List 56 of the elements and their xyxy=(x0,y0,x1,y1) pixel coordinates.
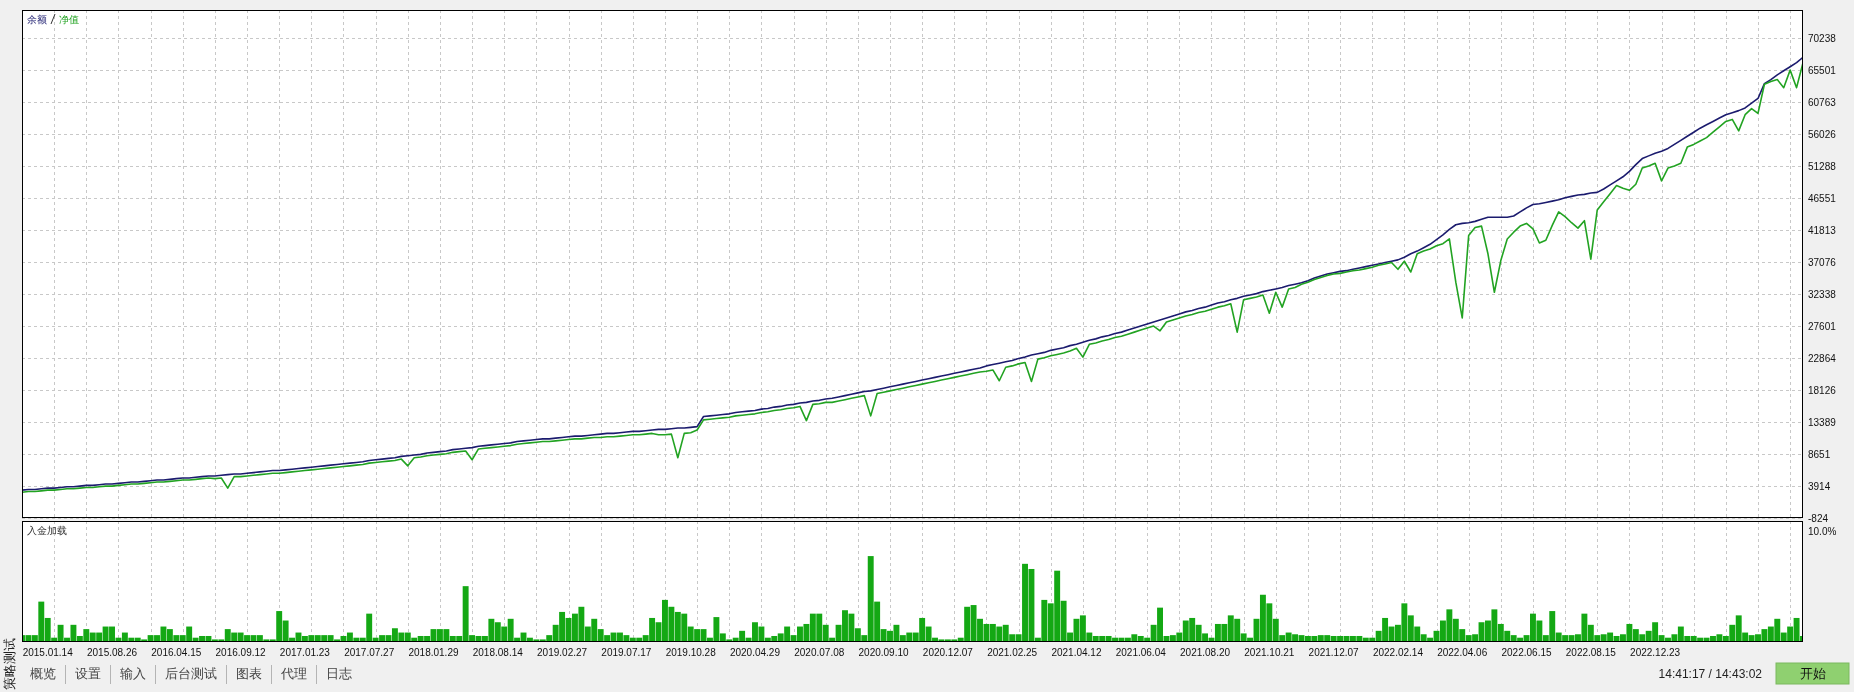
x-tick-label: 2021.12.07 xyxy=(1308,647,1360,658)
y-tick-label: 65501 xyxy=(1808,64,1837,76)
y-tick-label: 56026 xyxy=(1808,128,1837,140)
text: 代理 xyxy=(280,666,307,681)
text: 设置 xyxy=(75,666,101,681)
x-tick-label: 2022.08.15 xyxy=(1565,647,1617,658)
x-tick-label: 2015.01.14 xyxy=(22,647,74,658)
x-tick-label: 2015.08.26 xyxy=(86,647,138,658)
text: 10.0% xyxy=(1808,525,1837,537)
x-tick-label: 2018.08.14 xyxy=(472,647,524,658)
x-tick-label: 2022.06.15 xyxy=(1501,647,1552,658)
y-tick-label: 37076 xyxy=(1808,256,1837,268)
x-tick-label: 2016.04.15 xyxy=(151,647,202,658)
text: 概览 xyxy=(30,666,56,681)
x-tick-label: 2017.07.27 xyxy=(344,647,395,658)
y-tick-label: -824 xyxy=(1808,512,1829,524)
x-tick-label: 2016.09.12 xyxy=(215,647,267,658)
x-tick-label: 2022.02.14 xyxy=(1372,647,1424,658)
y-tick-label: 3914 xyxy=(1808,480,1831,492)
y-tick-label: 8651 xyxy=(1808,448,1831,460)
text: 策略测试 xyxy=(2,638,17,690)
text: 净值 xyxy=(59,14,79,25)
y-tick-label: 46551 xyxy=(1808,192,1837,204)
text: 图表 xyxy=(236,666,262,681)
x-tick-label: 2021.04.12 xyxy=(1051,647,1102,658)
y-tick-label: 41813 xyxy=(1808,224,1837,236)
x-tick-label: 2022.04.06 xyxy=(1437,647,1488,658)
y-tick-label: 60763 xyxy=(1808,96,1837,108)
text: 开始 xyxy=(1799,666,1826,681)
x-tick-label: 2020.09.10 xyxy=(858,647,910,658)
x-tick-label: 2021.08.20 xyxy=(1180,647,1231,658)
x-tick-label: 2022.12.23 xyxy=(1630,647,1681,658)
x-tick-label: 2019.10.28 xyxy=(665,647,717,658)
y-tick-label: 32338 xyxy=(1808,288,1837,300)
x-tick-label: 2017.01.23 xyxy=(279,647,331,658)
y-tick-label: 13389 xyxy=(1808,416,1837,428)
x-tick-label: 2020.07.08 xyxy=(794,647,845,658)
x-tick-label: 2019.02.27 xyxy=(537,647,588,658)
x-tick-label: 2020.12.07 xyxy=(922,647,974,658)
y-tick-label: 22864 xyxy=(1808,352,1837,364)
x-tick-label: 2020.04.29 xyxy=(729,647,781,658)
x-tick-label: 2021.10.21 xyxy=(1244,647,1295,658)
text: 14:41:17 / 14:43:02 xyxy=(1658,667,1763,681)
y-tick-label: 18126 xyxy=(1808,384,1837,396)
y-tick-label: 51288 xyxy=(1808,160,1837,172)
x-tick-label: 2018.01.29 xyxy=(408,647,459,658)
x-tick-label: 2021.06.04 xyxy=(1115,647,1167,658)
y-tick-label: 70238 xyxy=(1808,32,1837,44)
text: 日志 xyxy=(326,666,352,681)
text: 余额 xyxy=(27,14,47,25)
x-tick-label: 2021.02.25 xyxy=(987,647,1038,658)
chart-title: 入金加载 xyxy=(27,525,67,536)
text: 输入 xyxy=(120,666,146,681)
x-tick-label: 2019.07.17 xyxy=(601,647,652,658)
text: 后台测试 xyxy=(165,666,217,681)
y-tick-label: 27601 xyxy=(1808,320,1837,332)
